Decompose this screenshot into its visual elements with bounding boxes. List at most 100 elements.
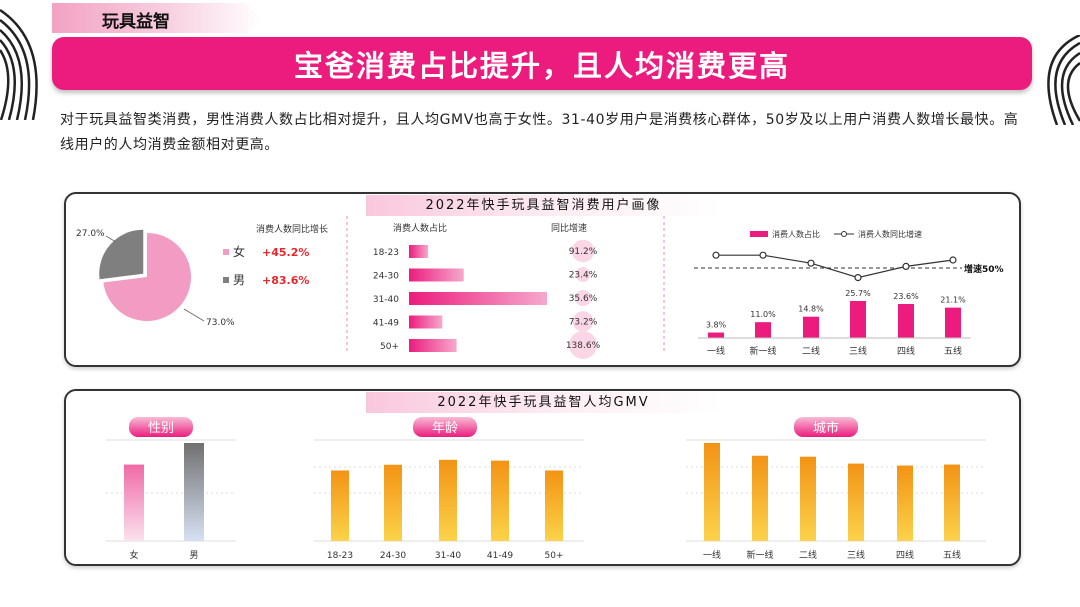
- city-gmv-bar-3: [848, 463, 864, 541]
- growth-value-1: +83.6%: [262, 274, 309, 287]
- age-tick-4: 50+: [380, 342, 399, 352]
- city-growth-point-5: [949, 256, 957, 264]
- city-bar-label-3: 25.7%: [845, 289, 871, 298]
- age-growth-label-3: 73.2%: [569, 318, 598, 328]
- gender-bar-1: [184, 443, 204, 541]
- city2-tag-label: 城市: [813, 420, 839, 436]
- city-bar-label-1: 11.0%: [750, 310, 776, 319]
- age-gmv-tick-0: 18-23: [327, 551, 353, 561]
- age-growth-bubble-2: [574, 289, 592, 307]
- city-gmv-bar-1: [752, 455, 768, 541]
- age-gmv-bar-2: [439, 459, 457, 541]
- age-bar-1: [409, 268, 464, 282]
- city-tick-2: 二线: [802, 345, 820, 357]
- age-bar-0: [409, 245, 429, 258]
- city-bar-label-0: 3.8%: [706, 321, 727, 330]
- city-gmv-tick-5: 五线: [943, 549, 961, 561]
- age-gmv-bar-1: [384, 464, 402, 541]
- city-gmv-tick-3: 三线: [847, 549, 865, 561]
- city-gmv-tick-1: 新一线: [746, 549, 773, 561]
- city-legend-line-marker: [841, 231, 847, 237]
- age-tick-2: 31-40: [373, 295, 399, 305]
- age2-tag-label: 年龄: [432, 421, 458, 436]
- age-gmv-bar-4: [545, 470, 563, 541]
- city-bar-3: [850, 301, 866, 338]
- pie-leader-female: [183, 308, 205, 322]
- legend-label-0: 女: [233, 244, 245, 259]
- city-growth-point-0: [712, 251, 720, 259]
- city-reference-label: 增速50%: [964, 263, 1004, 275]
- city-tick-5: 五线: [944, 345, 962, 357]
- gender-tag-label: 性别: [148, 421, 174, 436]
- age-tick-0: 18-23: [373, 248, 399, 258]
- age-tick-3: 41-49: [373, 319, 399, 329]
- city-bar-label-2: 14.8%: [798, 305, 824, 314]
- age-growth-bubble-1: [575, 267, 591, 282]
- age-growth-bubble-0: [571, 239, 595, 263]
- city-gmv-tick-4: 四线: [896, 549, 914, 561]
- age-tick-1: 24-30: [373, 272, 399, 282]
- growth-value-0: +45.2%: [262, 246, 309, 259]
- age-bar-header: 消费人数占比: [393, 222, 447, 234]
- title-banner: 宝爸消费占比提升，且人均消费更高: [52, 37, 1032, 90]
- age-growth-label-0: 91.2%: [569, 247, 598, 257]
- legend-swatch-1: [223, 277, 229, 283]
- city-bar-2: [803, 316, 819, 338]
- city-gmv-tick-0: 一线: [703, 549, 721, 561]
- age-gmv-bar-3: [491, 460, 509, 541]
- age-growth-bubble-4: [569, 331, 597, 359]
- city-tick-0: 一线: [707, 345, 725, 357]
- age-gmv-tick-2: 31-40: [435, 551, 461, 561]
- pie-slice-male: [99, 229, 144, 280]
- city-gmv-tick-2: 二线: [799, 549, 817, 561]
- city-legend-bar-swatch: [750, 231, 768, 237]
- age-growth-label-4: 138.6%: [566, 341, 601, 351]
- age-bar-3: [409, 315, 443, 329]
- city-legend-bar-label: 消费人数占比: [772, 229, 820, 239]
- age-gmv-tick-3: 41-49: [487, 551, 513, 561]
- gender-tick-1: 男: [189, 550, 198, 561]
- page-title: 宝爸消费占比提升，且人均消费更高: [293, 48, 790, 83]
- age-bar-2: [409, 292, 547, 305]
- city-legend-line-label: 消费人数同比增速: [858, 229, 922, 239]
- city-bar-5: [945, 307, 961, 338]
- legend-swatch-0: [223, 249, 229, 255]
- city-gmv-bar-5: [944, 464, 960, 541]
- gmv-panel: 2022年快手玩具益智人均GMV 性别女 男 年龄 18-23 24-30 31-40 41…: [64, 389, 1021, 566]
- pie-slice-female: [103, 233, 191, 321]
- gender-tick-0: 女: [129, 549, 138, 561]
- gmv-panel-title: 2022年快手玩具益智人均GMV: [366, 392, 721, 413]
- section-tag: 玩具益智: [52, 3, 262, 33]
- city-bar-1: [755, 322, 771, 338]
- section-tag-label: 玩具益智: [102, 12, 170, 32]
- city-growth-point-1: [759, 251, 767, 259]
- age-growth-label-1: 23.4%: [569, 271, 598, 281]
- pie-label-female: 73.0%: [206, 318, 235, 328]
- intro-paragraph: 对于玩具益智类消费，男性消费人数占比相对提升，且人均GMV也高于女性。31-40…: [60, 112, 1019, 153]
- growth-column-header: 消费人数同比增长: [256, 223, 328, 235]
- city-gmv-bar-2: [800, 456, 816, 541]
- user-profile-panel-title: 2022年快手玩具益智消费用户画像: [366, 195, 721, 216]
- city-bar-label-5: 21.1%: [940, 296, 966, 305]
- city-bar-4: [898, 304, 914, 338]
- decorative-curves-right: [1047, 35, 1080, 125]
- age-bar-4: [409, 339, 457, 352]
- city-growth-point-2: [807, 259, 815, 267]
- age-gmv-bar-0: [331, 470, 349, 541]
- city2-tag: [794, 417, 858, 437]
- city-gmv-bar-4: [897, 465, 913, 541]
- age-growth-bubble-3: [572, 311, 594, 332]
- age-growth-header: 同比增速: [551, 222, 587, 234]
- age2-tag: [413, 417, 477, 437]
- city-tick-4: 四线: [897, 345, 915, 357]
- user-profile-panel: 2022年快手玩具益智消费用户画像 27.0% 73.0% 消费人数同比增长女 +45…: [64, 192, 1021, 367]
- age-gmv-tick-1: 24-30: [380, 551, 406, 561]
- gender-bar-0: [124, 464, 144, 541]
- age-growth-label-2: 35.6%: [569, 294, 598, 304]
- pie-label-male: 27.0%: [76, 229, 105, 239]
- city-bar-0: [708, 332, 724, 338]
- city-tick-3: 三线: [849, 345, 867, 357]
- city-bar-label-4: 23.6%: [893, 292, 919, 301]
